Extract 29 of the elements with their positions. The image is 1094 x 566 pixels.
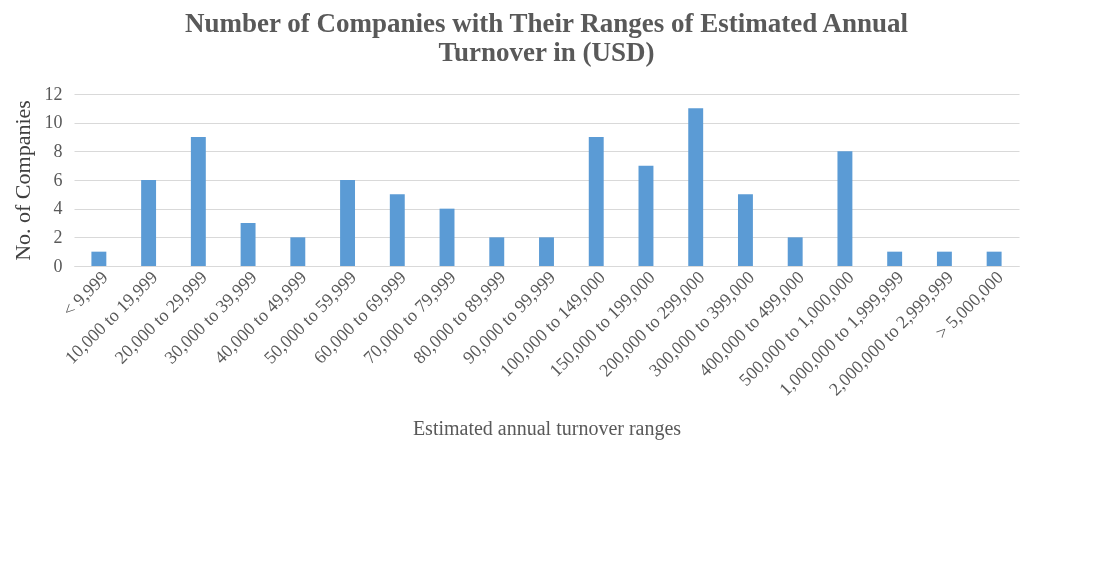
bar <box>489 237 505 266</box>
bar <box>588 137 604 266</box>
y-axis-title: No. of Companies <box>9 100 35 261</box>
y-tick-label: 0 <box>53 255 63 276</box>
chart-title: Number of Companies with Their Ranges of Estimated Annual Turnover in (USD) <box>184 8 909 67</box>
bar <box>688 108 704 266</box>
bar <box>787 237 803 266</box>
bar <box>141 180 157 266</box>
bar <box>439 208 455 266</box>
bar <box>936 251 952 266</box>
bar <box>638 165 654 266</box>
y-tick-label: 10 <box>44 112 63 133</box>
y-tick-label: 4 <box>53 198 63 219</box>
y-tick-label: 8 <box>53 140 63 161</box>
bar <box>340 180 356 266</box>
x-axis-title: Estimated annual turnover ranges <box>412 417 682 441</box>
bar <box>539 237 554 266</box>
bar <box>389 194 405 266</box>
y-tick-label: 12 <box>44 83 63 104</box>
y-tick-label: 2 <box>53 226 63 247</box>
bar <box>837 151 853 266</box>
bar <box>986 251 1002 266</box>
bar <box>887 251 903 266</box>
bar <box>240 223 256 266</box>
bar <box>737 194 753 266</box>
bar <box>290 237 306 266</box>
bar <box>91 251 107 266</box>
bar <box>190 137 206 266</box>
y-tick-label: 6 <box>53 169 63 190</box>
